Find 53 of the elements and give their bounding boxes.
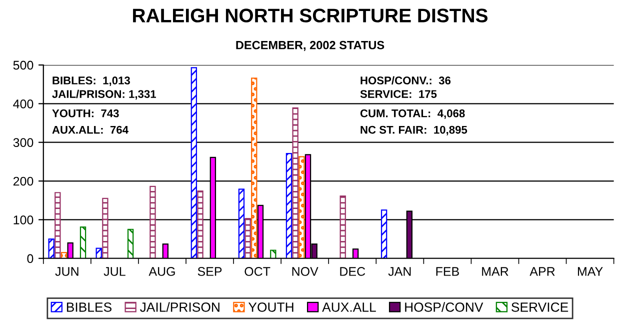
annotation: BIBLES: 1,013 [52, 76, 130, 86]
bar [54, 192, 61, 258]
bar [96, 248, 102, 258]
bar [244, 218, 251, 258]
legend-label: BIBLES [66, 302, 112, 312]
legend-label: SERVICE [512, 302, 568, 312]
x-tick-label: SEP [198, 267, 222, 276]
x-tick-label: NOV [292, 267, 318, 276]
bar [270, 250, 276, 258]
bar [238, 188, 245, 258]
legend-label: JAIL/PRISON [140, 302, 220, 312]
bar [197, 190, 204, 258]
y-tick-label: 100 [14, 216, 34, 224]
x-tick-label: OCT [244, 267, 270, 276]
x-tick-label: JAN [388, 267, 411, 276]
annotation: CUM. TOTAL: 4,068 [360, 109, 465, 119]
annotation: AUX.ALL: 764 [52, 126, 128, 134]
bar [340, 196, 346, 258]
legend-label: AUX.ALL [322, 302, 376, 312]
annotation: HOSP/CONV.: 36 [360, 76, 451, 85]
x-tick-label: APR [530, 267, 555, 276]
chart-subtitle: DECEMBER, 2002 STATUS [236, 40, 384, 52]
legend-label: YOUTH [248, 302, 294, 312]
bar [298, 156, 305, 258]
x-tick-label: MAY [578, 267, 603, 276]
y-tick-label: 0 [27, 254, 34, 264]
bar [102, 198, 108, 258]
bar [286, 153, 292, 258]
annotation: NC ST. FAIR: 10,895 [360, 126, 468, 136]
bar [380, 209, 388, 258]
bar [251, 78, 258, 258]
annotation: SERVICE: 175 [360, 90, 437, 98]
bar [150, 186, 156, 258]
y-tick-label: 300 [13, 138, 34, 147]
x-tick-label: JUN [55, 267, 78, 276]
x-tick-label: AUG [148, 267, 175, 276]
bar [60, 252, 68, 258]
bar [292, 107, 298, 258]
bar [190, 67, 198, 258]
legend-label: HOSP/CONV [405, 302, 484, 312]
y-tick-label: 500 [13, 60, 34, 70]
bar [80, 226, 86, 258]
y-tick-label: 400 [13, 99, 34, 108]
annotation: YOUTH: 743 [52, 109, 119, 118]
x-tick-label: FEB [436, 267, 459, 276]
x-tick-label: JUL [104, 267, 126, 276]
annotation: JAIL/PRISON: 1,331 [52, 90, 156, 100]
chart-title: RALEIGH NORTH SCRIPTURE DISTNS [133, 8, 488, 22]
bar [48, 238, 54, 258]
y-tick-label: 200 [13, 176, 34, 186]
x-tick-label: DEC [340, 267, 366, 276]
x-tick-label: MAR [482, 267, 508, 276]
bar [127, 228, 134, 258]
